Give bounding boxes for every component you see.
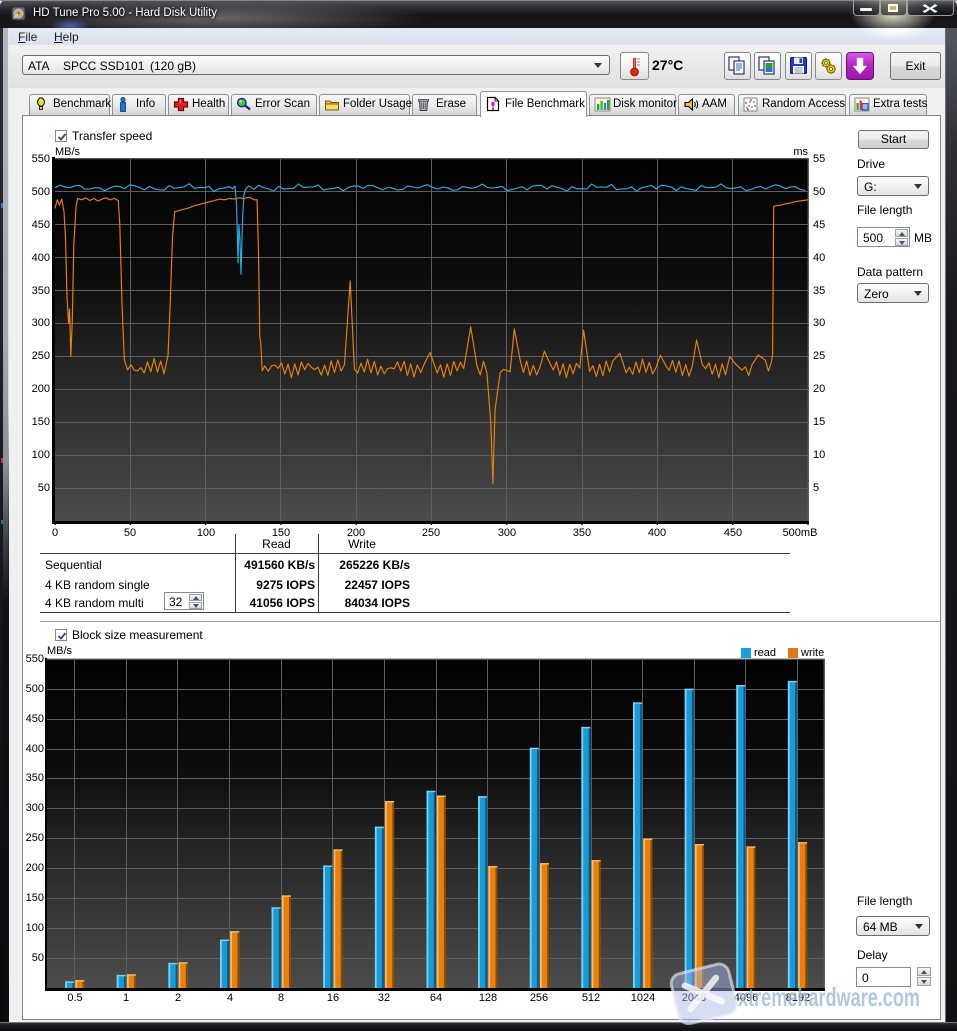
svg-text:xtremehardware.com: xtremehardware.com [738,982,920,1012]
